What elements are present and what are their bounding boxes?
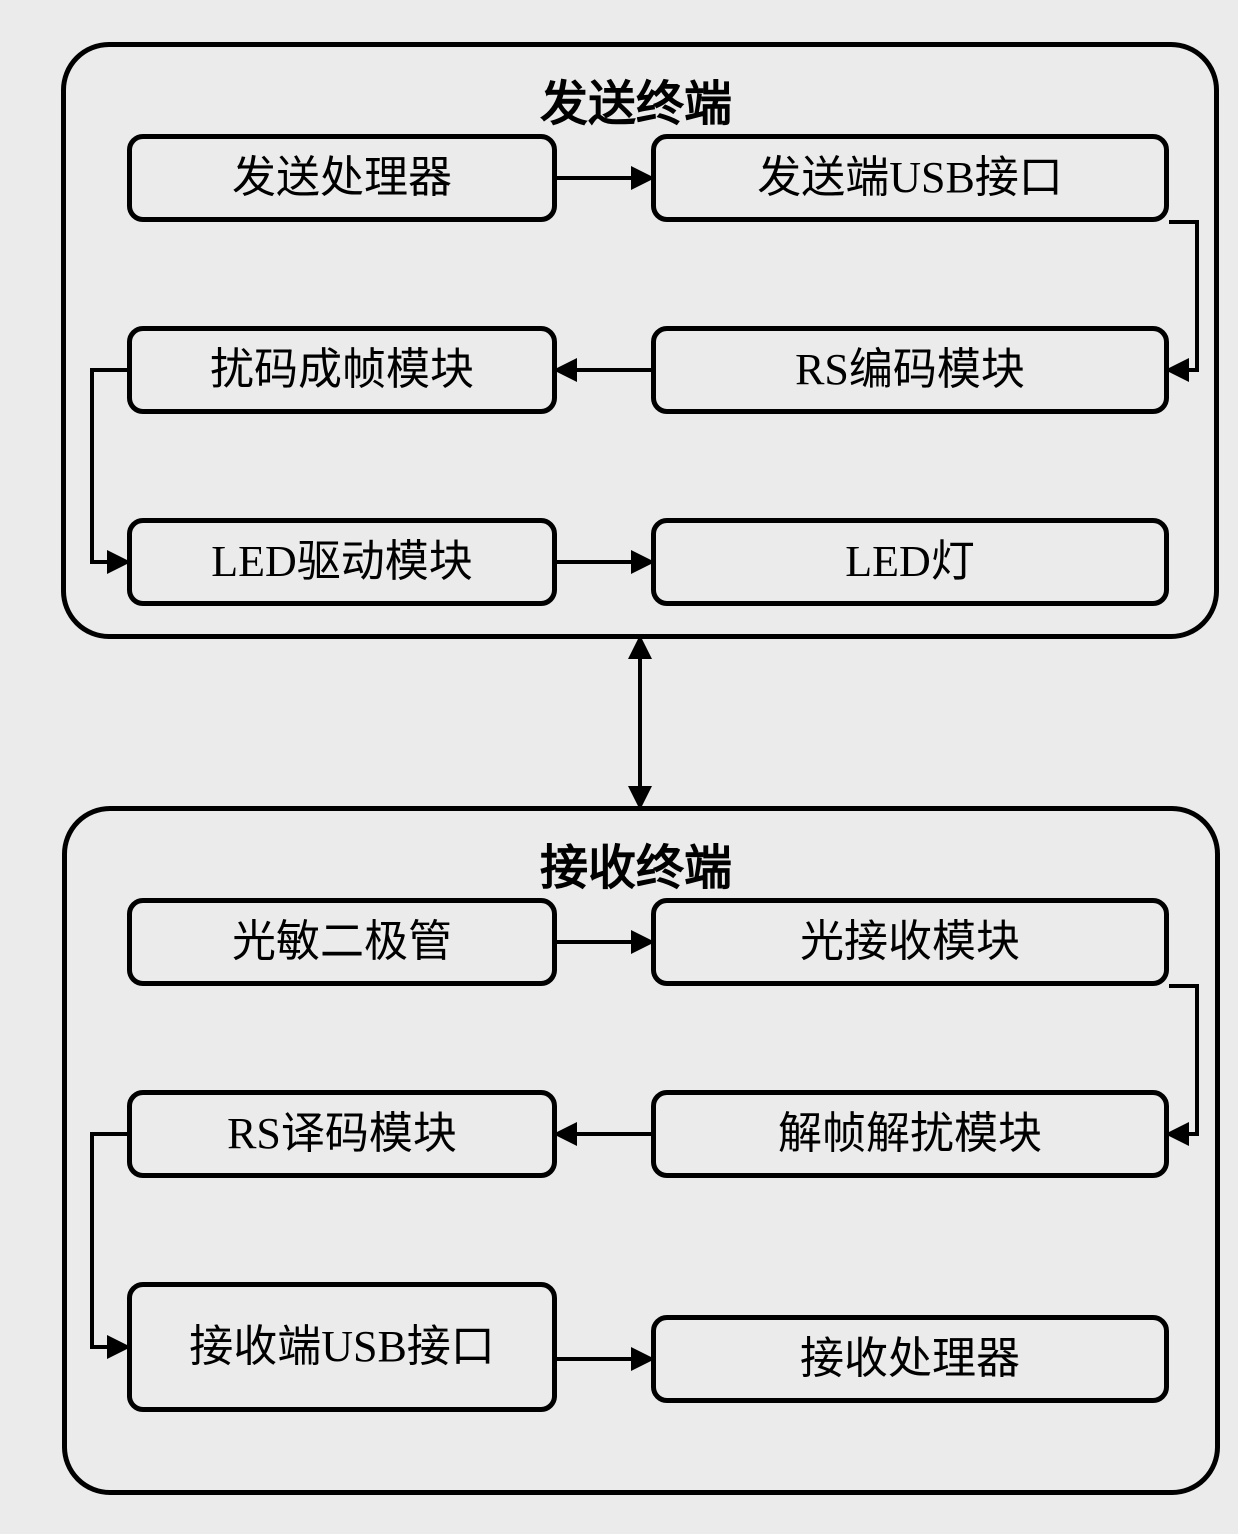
node-scramble-frame: 扰码成帧模块 <box>127 326 557 414</box>
node-rs-encode: RS编码模块 <box>651 326 1169 414</box>
node-recv-processor: 接收处理器 <box>651 1315 1169 1403</box>
node-send-usb: 发送端USB接口 <box>651 134 1169 222</box>
node-led-driver: LED驱动模块 <box>127 518 557 606</box>
node-label: LED驱动模块 <box>211 538 473 586</box>
node-label: 发送处理器 <box>232 154 452 202</box>
node-deframe-descramble: 解帧解扰模块 <box>651 1090 1169 1178</box>
node-label: RS译码模块 <box>227 1110 457 1158</box>
node-label: 扰码成帧模块 <box>210 346 474 394</box>
node-label: 光敏二极管 <box>232 918 452 966</box>
diagram-canvas: 发送终端 发送处理器 发送端USB接口 扰码成帧模块 RS编码模块 LED驱动模… <box>20 20 1218 1514</box>
recv-terminal-title: 接收终端 <box>540 828 732 898</box>
node-send-processor: 发送处理器 <box>127 134 557 222</box>
send-terminal-title: 发送终端 <box>540 64 732 134</box>
node-label: 接收处理器 <box>800 1335 1020 1383</box>
node-rs-decode: RS译码模块 <box>127 1090 557 1178</box>
node-label: 发送端USB接口 <box>757 154 1063 202</box>
node-label: 接收端USB接口 <box>189 1323 495 1371</box>
node-label: RS编码模块 <box>795 346 1025 394</box>
node-optical-rx: 光接收模块 <box>651 898 1169 986</box>
node-label: 光接收模块 <box>800 918 1020 966</box>
node-led: LED灯 <box>651 518 1169 606</box>
node-label: 解帧解扰模块 <box>778 1110 1042 1158</box>
node-recv-usb: 接收端USB接口 <box>127 1282 557 1412</box>
node-photodiode: 光敏二极管 <box>127 898 557 986</box>
node-label: LED灯 <box>845 538 975 586</box>
